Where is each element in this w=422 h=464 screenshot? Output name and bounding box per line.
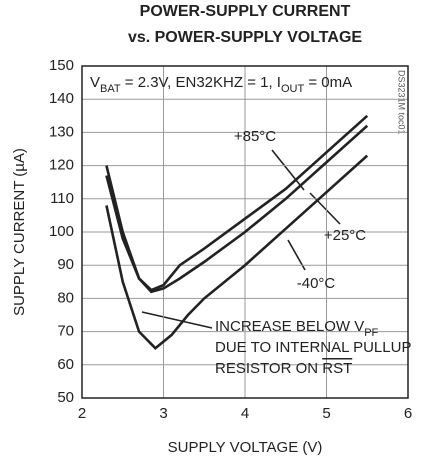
condition-text: VBAT = 2.3V, EN32KHZ = 1, IOUT = 0mA	[90, 74, 352, 95]
y-tick-label: 140	[49, 90, 74, 107]
y-axis-label: SUPPLY CURRENT (µA)	[11, 148, 28, 316]
series-label: +85°C	[234, 128, 276, 145]
text-part: OUT	[281, 83, 305, 95]
series-line	[105, 124, 369, 294]
text-part: = 0mA	[304, 74, 352, 91]
x-tick-label: 4	[241, 405, 249, 422]
pointer	[271, 149, 305, 191]
text-part: DUE TO INTERNAL PULLUP	[215, 339, 411, 356]
series-label: +25°C	[324, 227, 366, 244]
text-part: RESISTOR ON	[215, 360, 322, 377]
y-tick-label: 120	[49, 157, 74, 174]
pointer	[309, 192, 341, 225]
chart-title: vs. POWER-SUPPLY VOLTAGE	[128, 29, 362, 46]
note-text: RESISTOR ON RST	[215, 360, 352, 377]
y-tick-label: 50	[57, 389, 74, 406]
y-tick-label: 110	[50, 190, 74, 207]
y-tick-label: 100	[49, 223, 74, 240]
x-tick-label: 5	[322, 405, 330, 422]
y-tick-label: 150	[49, 57, 74, 74]
text-part: BAT	[100, 83, 121, 95]
note-text: INCREASE BELOW VPF	[215, 318, 379, 339]
y-tick-label: 70	[57, 323, 74, 340]
text-part: INCREASE BELOW V	[215, 318, 364, 335]
side-note: DS3231M toc01	[397, 70, 407, 135]
x-tick-label: 2	[78, 405, 86, 422]
x-axis-label: SUPPLY VOLTAGE (V)	[168, 439, 323, 456]
x-tick-label: 3	[159, 405, 167, 422]
series-line	[105, 154, 369, 350]
text-part: V	[90, 74, 100, 91]
y-tick-label: 90	[57, 256, 74, 273]
y-tick-label: 130	[49, 123, 74, 140]
note-text: DUE TO INTERNAL PULLUP	[215, 339, 411, 356]
text-part: PF	[364, 327, 378, 339]
y-tick-label: 60	[57, 356, 74, 373]
plot-frame	[81, 65, 409, 399]
text-part: = 2.3V, EN32KHZ = 1, I	[121, 74, 281, 91]
series-label: -40°C	[297, 275, 336, 292]
x-tick-label: 6	[404, 405, 412, 422]
text-part: RST	[322, 360, 352, 377]
chart-title: POWER-SUPPLY CURRENT	[140, 3, 351, 20]
pointer	[141, 311, 213, 329]
y-tick-label: 80	[57, 289, 74, 306]
